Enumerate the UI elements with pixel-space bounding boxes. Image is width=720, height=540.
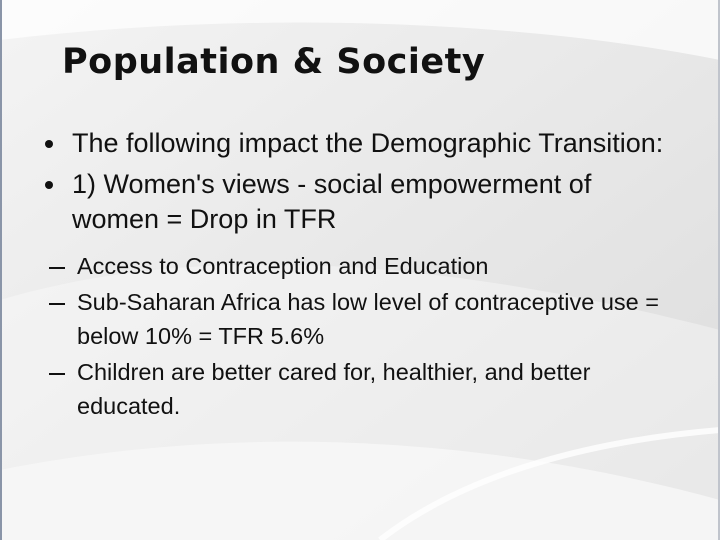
- sub-bullet-text: Sub-Saharan Africa has low level of cont…: [77, 289, 659, 349]
- sub-bullet-marker: [49, 303, 65, 305]
- bullet: The following impact the Demographic Tra…: [45, 126, 665, 161]
- bullet: 1) Women's views - social empowerment of…: [45, 167, 665, 237]
- sub-bullet-list: Access to Contraception and Education Sub…: [18, 249, 665, 423]
- bullet-marker: [45, 140, 53, 148]
- sub-bullet-marker: [49, 267, 65, 269]
- sub-bullet-text: Children are better cared for, healthier…: [77, 359, 591, 419]
- slide-title: Population & Society: [62, 42, 486, 82]
- bullet-text: The following impact the Demographic Tra…: [72, 128, 664, 158]
- sub-bullet-marker: [49, 373, 65, 375]
- bullet-text: 1) Women's views - social empowerment of…: [72, 169, 592, 234]
- bullet-marker: [45, 181, 53, 189]
- sub-bullet-text: Access to Contraception and Education: [77, 253, 489, 279]
- bullet-list: The following impact the Demographic Tra…: [45, 126, 665, 425]
- sub-bullet: Access to Contraception and Education: [18, 249, 665, 283]
- sub-bullet: Children are better cared for, healthier…: [18, 355, 665, 423]
- sub-bullet: Sub-Saharan Africa has low level of cont…: [18, 285, 665, 353]
